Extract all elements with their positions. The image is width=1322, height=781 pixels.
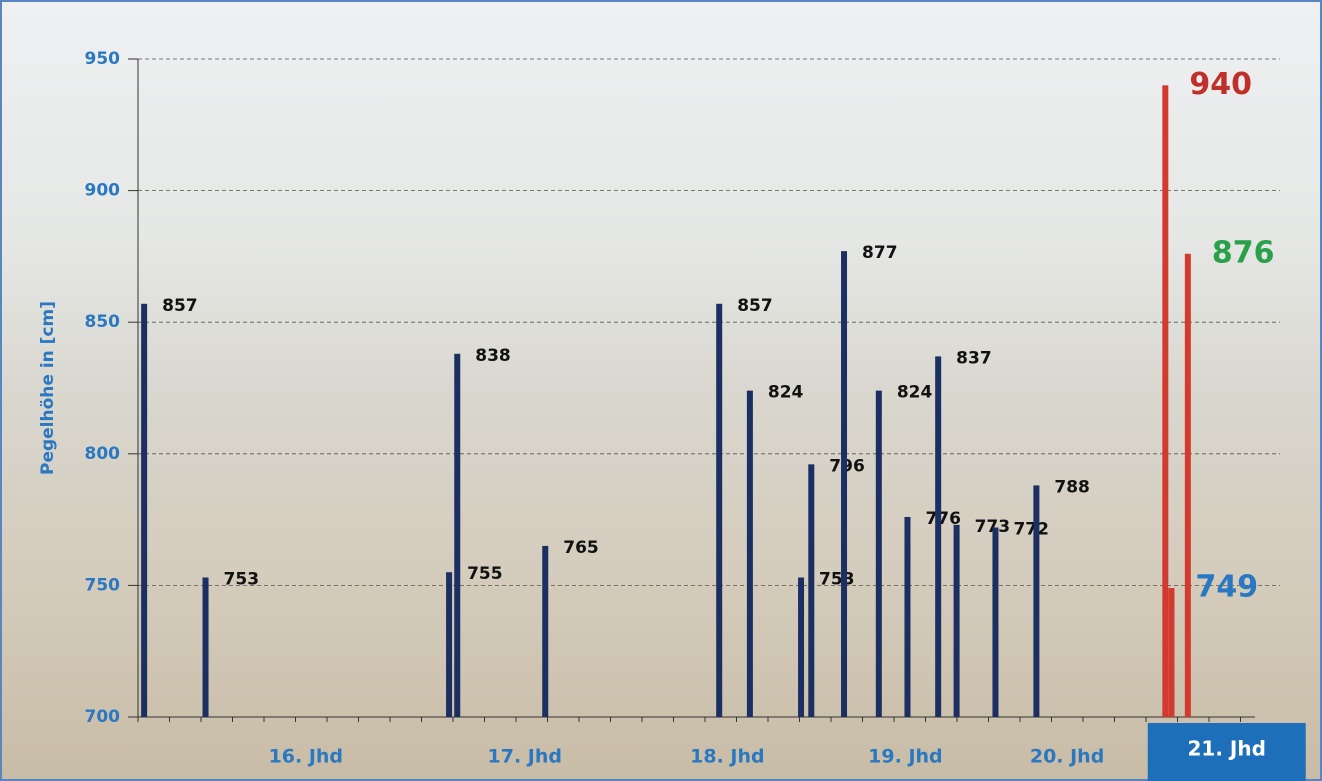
bar — [454, 353, 461, 717]
value-label: 876 — [1212, 235, 1275, 270]
value-label: 788 — [1054, 477, 1090, 497]
value-label: 857 — [162, 296, 198, 316]
bar — [904, 516, 911, 717]
bar — [953, 524, 960, 717]
y-tick-label: 900 — [85, 181, 121, 201]
value-label: 749 — [1195, 570, 1258, 605]
x-tick-label: 16. Jhd — [269, 746, 343, 768]
bar — [935, 356, 942, 717]
value-label: 857 — [737, 296, 773, 316]
x-tick-label: 19. Jhd — [868, 746, 942, 768]
y-tick-label: 750 — [85, 575, 121, 595]
value-label: 772 — [1013, 519, 1049, 539]
bar — [841, 251, 848, 718]
bar — [1033, 485, 1040, 717]
bar — [141, 303, 148, 717]
bar — [992, 527, 999, 717]
y-tick-label: 800 — [85, 444, 121, 464]
value-label: 776 — [925, 509, 961, 529]
bar — [1184, 253, 1191, 717]
bar — [1168, 588, 1175, 717]
value-label: 838 — [475, 346, 511, 366]
y-tick-label: 700 — [85, 707, 121, 727]
y-tick-label: 850 — [85, 312, 121, 332]
bar — [202, 577, 209, 717]
bar — [542, 545, 549, 717]
bar — [746, 390, 753, 717]
x-tick-highlight — [1147, 723, 1306, 781]
value-label: 755 — [467, 564, 503, 584]
bar — [1162, 85, 1169, 717]
x-tick-label: 20. Jhd — [1030, 746, 1104, 768]
y-axis-label: Pegelhöhe in [cm] — [38, 301, 58, 475]
bar — [875, 390, 882, 717]
x-tick-label: 17. Jhd — [488, 746, 562, 768]
bar — [446, 572, 453, 717]
value-label: 765 — [563, 538, 599, 558]
x-tick-label: 18. Jhd — [690, 746, 764, 768]
value-label: 753 — [819, 570, 855, 590]
x-tick-label: 21. Jhd — [1188, 737, 1266, 761]
y-tick-label: 950 — [85, 49, 121, 69]
bar — [808, 464, 815, 717]
value-label: 753 — [224, 570, 260, 590]
value-label: 877 — [862, 243, 898, 263]
value-label: 824 — [768, 383, 804, 403]
value-label: 940 — [1189, 67, 1252, 102]
value-label: 824 — [897, 383, 933, 403]
value-label: 837 — [956, 348, 992, 368]
value-label: 773 — [975, 517, 1011, 537]
value-label: 796 — [829, 456, 865, 476]
bar — [716, 303, 723, 717]
bar — [798, 577, 805, 717]
